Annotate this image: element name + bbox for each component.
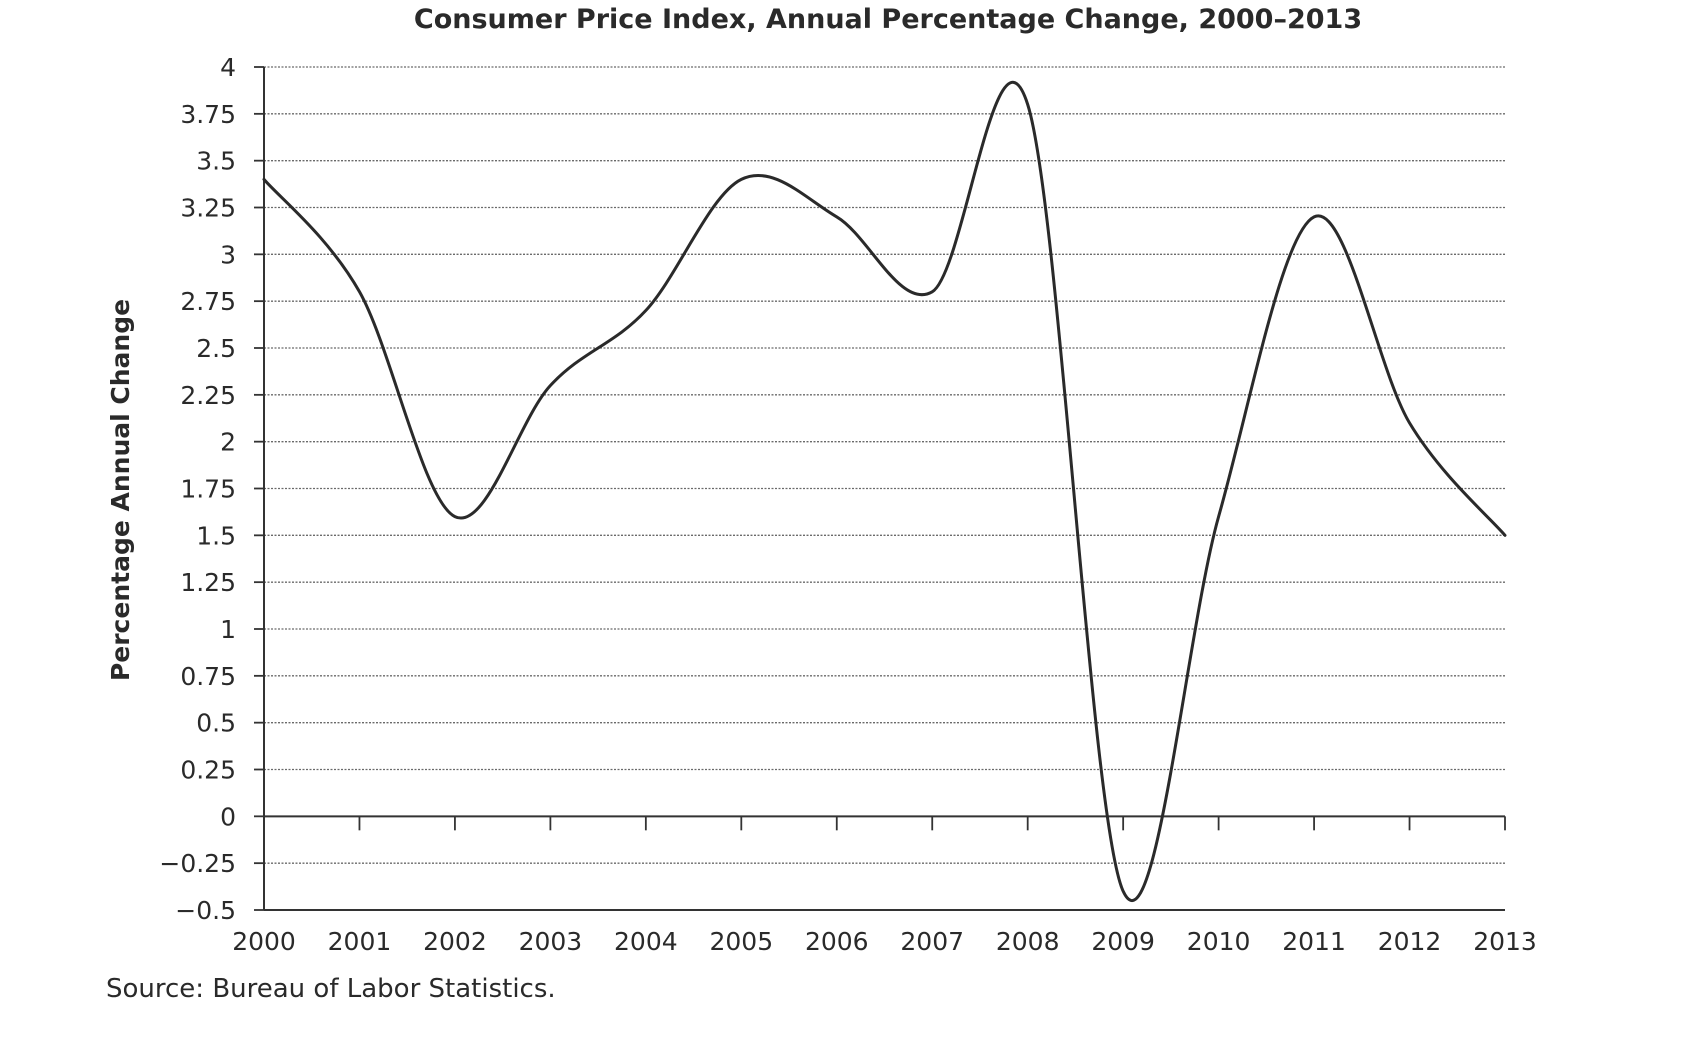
y-tick-label: 2 [220, 428, 236, 457]
y-tick-label: 1.25 [180, 568, 236, 597]
y-tick-label: 2.5 [196, 334, 236, 363]
y-tick-label: −0.5 [175, 896, 236, 925]
y-tick-label: 0.5 [196, 709, 236, 738]
source-note: Source: Bureau of Labor Statistics. [106, 974, 556, 1004]
y-axis-ticks: 4 3.75 3.5 3.25 3 2.75 2.5 2.25 2 1.75 1.5 1.25 1 0.7… [159, 53, 264, 925]
x-tick-label: 2005 [709, 927, 773, 956]
y-tick-label: −0.25 [159, 849, 236, 878]
x-tick-label: 2011 [1282, 927, 1346, 956]
x-tick-label: 2008 [996, 927, 1060, 956]
x-tick-label: 2001 [328, 927, 392, 956]
y-tick-label: 3.25 [180, 194, 236, 223]
y-tick-label: 4 [220, 53, 236, 82]
x-tick-label: 2009 [1091, 927, 1155, 956]
chart-title: Consumer Price Index, Annual Percentage … [414, 4, 1362, 35]
y-tick-label: 0 [220, 802, 236, 831]
y-tick-label: 1.75 [180, 475, 236, 504]
x-tick-label: 2003 [519, 927, 583, 956]
x-tick-label: 2013 [1473, 927, 1537, 956]
x-tick-label: 2010 [1187, 927, 1251, 956]
y-tick-label: 3 [220, 240, 236, 269]
x-tick-label: 2000 [232, 927, 296, 956]
x-tick-label: 2002 [423, 927, 487, 956]
x-tick-label: 2004 [614, 927, 678, 956]
y-tick-label: 1.5 [196, 521, 236, 550]
y-tick-label: 1 [220, 615, 236, 644]
x-tick-label: 2007 [900, 927, 964, 956]
x-tick-label: 2006 [805, 927, 869, 956]
x-tick-label: 2012 [1378, 927, 1442, 956]
y-tick-label: 3.5 [196, 147, 236, 176]
y-tick-label: 2.25 [180, 381, 236, 410]
y-tick-label: 2.75 [180, 287, 236, 316]
y-tick-label: 0.25 [180, 756, 236, 785]
series [262, 80, 1507, 903]
y-tick-label: 3.75 [180, 100, 236, 129]
y-tick-label: 0.75 [180, 662, 236, 691]
x-axis-ticks: 2000 2001 2002 2003 2004 2005 2006 2007 2008 2009… [232, 816, 1537, 956]
gridlines [264, 66, 1505, 864]
series-line [262, 80, 1507, 903]
y-axis-label: Percentage Annual Change [106, 299, 135, 681]
